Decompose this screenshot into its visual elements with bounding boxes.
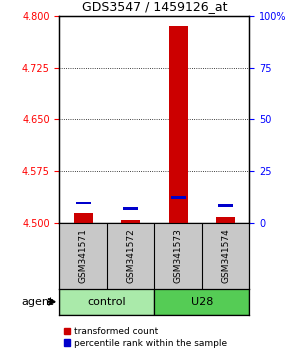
- Text: U28: U28: [191, 297, 213, 307]
- Text: GSM341571: GSM341571: [79, 228, 88, 283]
- Bar: [74, 213, 93, 223]
- Title: GDS3547 / 1459126_at: GDS3547 / 1459126_at: [82, 0, 227, 13]
- Bar: [59, 289, 155, 315]
- Bar: [218, 204, 233, 207]
- Text: agent: agent: [21, 297, 54, 307]
- Bar: [169, 26, 188, 223]
- Text: control: control: [88, 297, 126, 307]
- Text: GSM341572: GSM341572: [126, 228, 135, 283]
- Bar: [121, 219, 140, 223]
- Legend: transformed count, percentile rank within the sample: transformed count, percentile rank withi…: [64, 327, 227, 348]
- Bar: [155, 289, 249, 315]
- Text: GSM341574: GSM341574: [221, 228, 230, 283]
- Bar: [171, 196, 186, 199]
- Bar: [76, 202, 91, 204]
- Bar: [123, 207, 138, 210]
- Text: GSM341573: GSM341573: [174, 228, 183, 283]
- Bar: [216, 217, 235, 223]
